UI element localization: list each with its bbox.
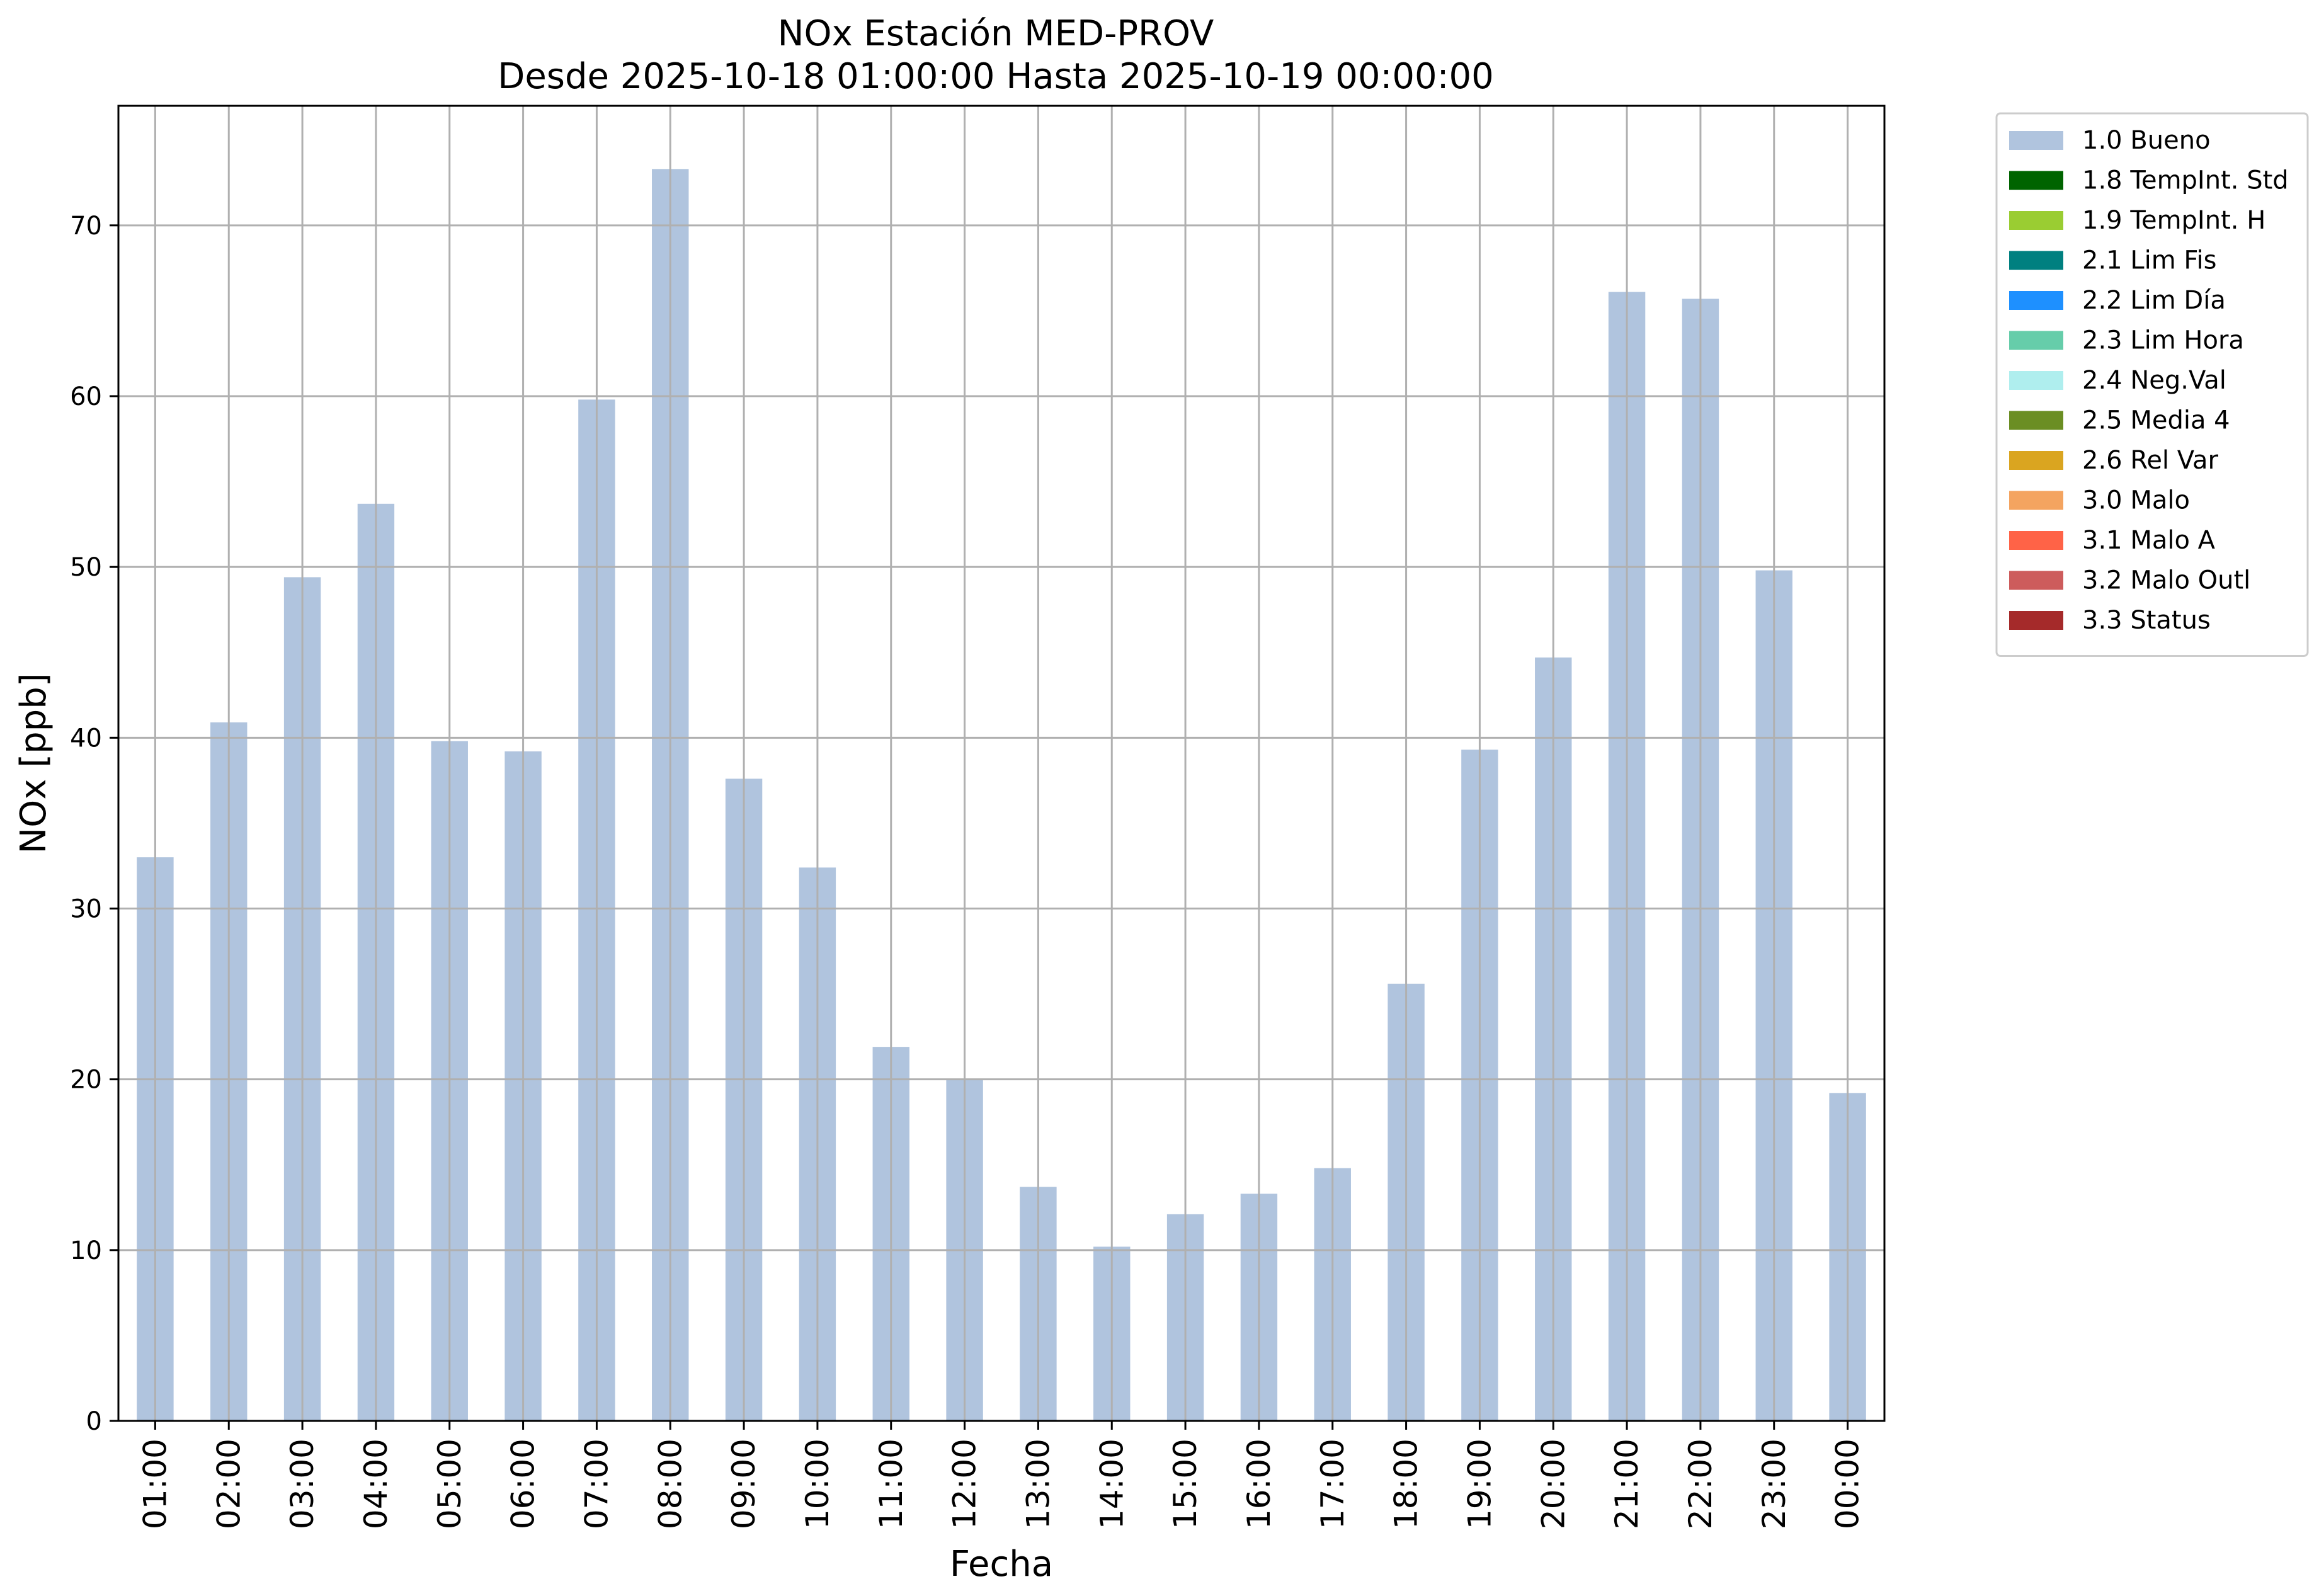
x-tick-label: 21:00 <box>1609 1439 1645 1529</box>
legend-swatch <box>2009 531 2063 550</box>
legend-label: 3.0 Malo <box>2082 486 2190 515</box>
legend-swatch <box>2009 331 2063 350</box>
legend-label: 1.0 Bueno <box>2082 126 2211 155</box>
x-tick-label: 00:00 <box>1830 1439 1866 1529</box>
legend-label: 3.2 Malo Outl <box>2082 566 2250 595</box>
legend-swatch <box>2009 571 2063 590</box>
legend-swatch <box>2009 171 2063 190</box>
legend-label: 3.1 Malo A <box>2082 526 2216 555</box>
legend: 1.0 Bueno 1.8 TempInt. Std 1.9 TempInt. H 2… <box>1995 112 2309 657</box>
x-tick-label: 13:00 <box>1020 1439 1056 1529</box>
legend-label: 2.6 Rel Var <box>2082 446 2219 475</box>
legend-swatch <box>2009 371 2063 390</box>
x-tick-label: 14:00 <box>1093 1439 1130 1529</box>
legend-swatch <box>2009 251 2063 270</box>
x-tick-label: 18:00 <box>1388 1439 1425 1529</box>
y-tick-label: 10 <box>70 1236 102 1265</box>
x-axis-label: Fecha <box>950 1544 1053 1585</box>
x-tick-label: 07:00 <box>578 1439 615 1529</box>
x-tick-label: 02:00 <box>210 1439 247 1529</box>
x-tick-label: 17:00 <box>1314 1439 1351 1529</box>
x-tick-label: 06:00 <box>505 1439 542 1529</box>
legend-box <box>1995 112 2309 657</box>
legend-swatch <box>2009 411 2063 430</box>
y-axis-ticks: 0 10 20 30 40 50 60 70 <box>70 212 118 1436</box>
x-tick-label: 20:00 <box>1535 1439 1571 1529</box>
x-tick-label: 10:00 <box>799 1439 836 1529</box>
x-tick-label: 19:00 <box>1461 1439 1498 1529</box>
x-tick-label: 04:00 <box>358 1439 394 1529</box>
x-axis-ticks: 01:00 02:00 03:00 04:00 05:00 06:00 07:00 08:00… <box>137 1421 1866 1529</box>
legend-label: 3.3 Status <box>2082 606 2211 635</box>
y-tick-label: 0 <box>86 1407 102 1436</box>
legend-label: 2.5 Media 4 <box>2082 406 2230 435</box>
legend-label: 1.8 TempInt. Std <box>2082 166 2289 195</box>
legend-label: 2.4 Neg.Val <box>2082 366 2226 395</box>
x-tick-label: 01:00 <box>137 1439 173 1529</box>
chart-subtitle: Desde 2025-10-18 01:00:00 Hasta 2025-10-… <box>498 56 1494 97</box>
x-tick-label: 22:00 <box>1682 1439 1719 1529</box>
x-tick-label: 15:00 <box>1167 1439 1204 1529</box>
x-tick-label: 05:00 <box>431 1439 468 1529</box>
legend-swatch <box>2009 291 2063 310</box>
legend-swatch <box>2009 131 2063 150</box>
x-tick-label: 11:00 <box>873 1439 909 1529</box>
y-tick-label: 30 <box>70 894 102 923</box>
y-tick-label: 20 <box>70 1066 102 1095</box>
bars-layer <box>137 169 1866 1422</box>
y-tick-label: 50 <box>70 553 102 582</box>
y-axis-label: NOx [ppb] <box>13 673 54 853</box>
x-tick-label: 23:00 <box>1756 1439 1792 1529</box>
y-tick-label: 70 <box>70 212 102 241</box>
legend-swatch <box>2009 611 2063 630</box>
x-tick-label: 16:00 <box>1241 1439 1277 1529</box>
legend-label: 2.3 Lim Hora <box>2082 326 2244 355</box>
legend-swatch <box>2009 211 2063 230</box>
legend-label: 1.9 TempInt. H <box>2082 206 2265 235</box>
legend-label: 2.2 Lim Día <box>2082 286 2226 315</box>
y-tick-label: 40 <box>70 724 102 753</box>
legend-label: 2.1 Lim Fis <box>2082 246 2216 275</box>
x-tick-label: 03:00 <box>284 1439 321 1529</box>
x-tick-label: 09:00 <box>726 1439 762 1529</box>
legend-swatch <box>2009 491 2063 510</box>
legend-swatch <box>2009 451 2063 470</box>
x-tick-label: 12:00 <box>947 1439 983 1529</box>
x-tick-label: 08:00 <box>652 1439 688 1529</box>
plot-area-frame <box>117 105 1886 1422</box>
chart-title: NOx Estación MED-PROV <box>778 13 1214 54</box>
y-tick-label: 60 <box>70 382 102 411</box>
